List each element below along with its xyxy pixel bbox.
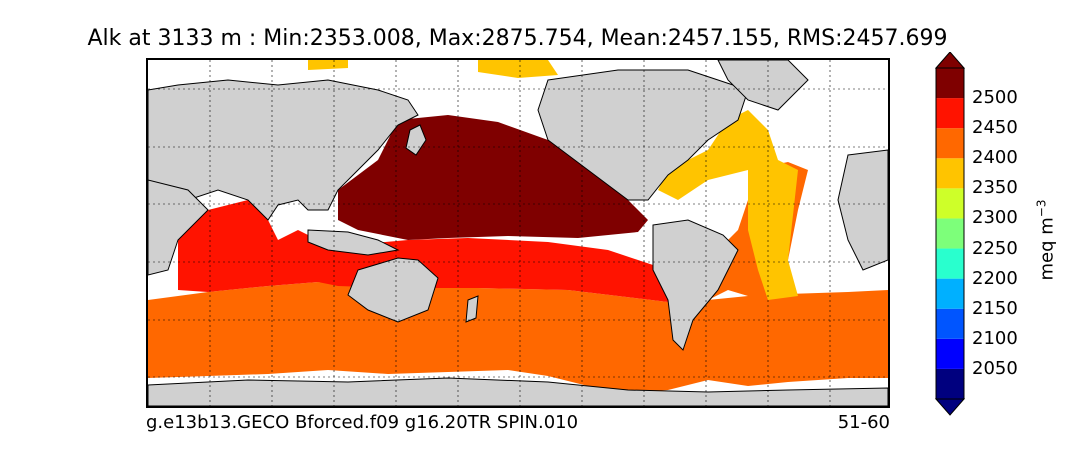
colorbar-segment xyxy=(936,368,964,399)
colorbar-segment xyxy=(936,218,964,249)
landmass-japan xyxy=(405,124,427,156)
colorbar-segment xyxy=(936,68,964,99)
landmass-antarctica xyxy=(148,377,888,406)
colorbar xyxy=(934,52,966,416)
colorbar-unit-label: meq m−3 xyxy=(1035,200,1058,281)
graticule xyxy=(148,60,888,406)
colorbar-segment xyxy=(936,278,964,309)
colorbar-tick-label: 2050 xyxy=(972,357,1018,379)
colorbar-tick-label: 2350 xyxy=(972,177,1018,199)
colorbar-segment xyxy=(936,128,964,159)
footer-case-name: g.e13b13.GECO Bforced.f09 g16.20TR SPIN.… xyxy=(146,412,579,433)
landmass-new-zealand xyxy=(465,295,479,323)
colorbar-tick-label: 2250 xyxy=(972,237,1018,259)
colorbar-segment xyxy=(936,248,964,279)
world-map xyxy=(148,60,888,406)
landmass-north-america xyxy=(537,69,749,201)
colorbar-tick-label: 2450 xyxy=(972,117,1018,139)
colorbar-unit-main: meq m xyxy=(1036,217,1058,281)
colorbar-segment xyxy=(936,188,964,219)
landmass-greenland xyxy=(717,60,809,111)
colorbar-segment xyxy=(936,308,964,339)
region-arctic-2350-b xyxy=(478,60,558,78)
colorbar-extend-max-arrow xyxy=(934,52,966,69)
colorbar-tick-label: 2200 xyxy=(972,267,1018,289)
colorbar-unit-exponent: −3 xyxy=(1034,199,1049,218)
colorbar-extend-min-arrow xyxy=(934,398,966,416)
region-north-atlantic-2350 xyxy=(658,110,798,300)
figure-title: Alk at 3133 m : Min:2353.008, Max:2875.7… xyxy=(87,26,948,51)
colorbar-tick-label: 2300 xyxy=(972,207,1018,229)
map-panel xyxy=(146,58,890,408)
footer-years: 51-60 xyxy=(837,412,890,433)
colorbar-tick-label: 2500 xyxy=(972,87,1018,109)
region-indian-ocean-2450 xyxy=(178,200,338,292)
colorbar-tick-label: 2100 xyxy=(972,327,1018,349)
landmass-eurasia xyxy=(148,79,419,221)
region-arctic-2350-a xyxy=(308,60,348,70)
colorbar-tick-label: 2400 xyxy=(972,147,1018,169)
colorbar-outline xyxy=(935,67,965,400)
landmass-indonesia xyxy=(307,229,400,256)
colorbar-segments xyxy=(936,68,964,399)
colorbar-segment xyxy=(936,338,964,369)
landmass-australia xyxy=(347,257,439,323)
colorbar-segment xyxy=(936,98,964,129)
landmass-africa-east xyxy=(837,149,888,271)
region-southern-ocean-2400 xyxy=(148,282,888,394)
colorbar-segment xyxy=(936,158,964,189)
colorbar-tick-label: 2150 xyxy=(972,297,1018,319)
